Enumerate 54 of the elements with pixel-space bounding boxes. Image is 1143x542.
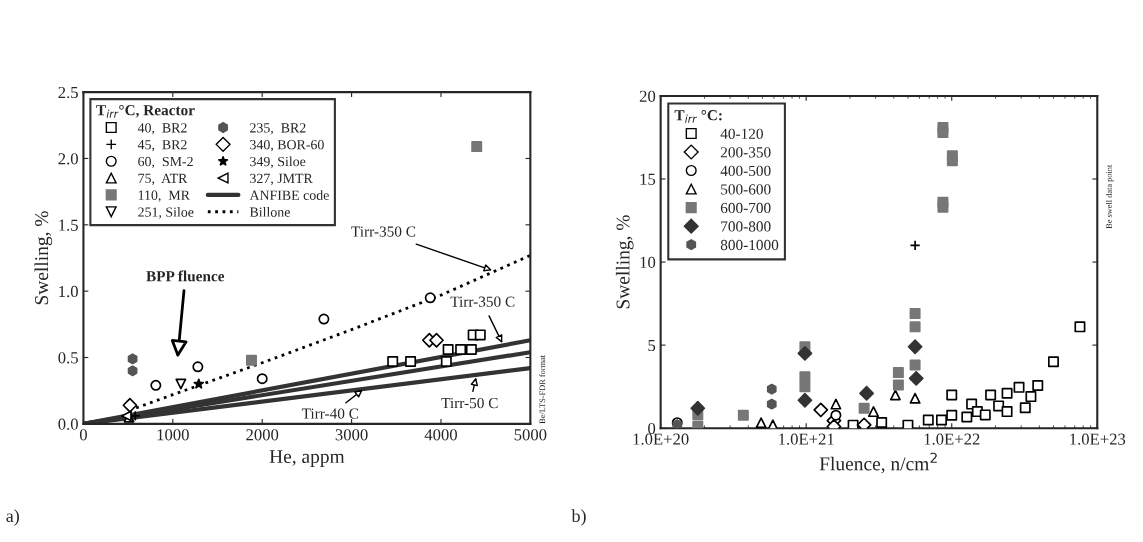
annotation: Tirr-350 C: [450, 296, 515, 307]
legend-label: 45, BR2: [137, 140, 187, 152]
text: a): [6, 509, 19, 526]
legend-label: Billone: [249, 206, 290, 217]
x-tick-label: 1.0E+20: [633, 433, 689, 445]
y-tick-label: 0.0: [58, 418, 78, 430]
text: Be swell data point: [1106, 164, 1114, 229]
legend-label: 340, BOR-60: [250, 139, 324, 152]
x-axis-title: He, appm: [269, 450, 345, 468]
annotation: Tirr-40 C: [301, 408, 359, 419]
x-tick-label: 1000: [157, 429, 189, 441]
y-tick-label: 10: [640, 256, 656, 268]
annotation: BPP fluence: [146, 270, 225, 282]
y-axis-title: Swelling, %: [34, 211, 53, 305]
x-tick-label: 1.0E+23: [1070, 433, 1126, 445]
legend-label: 75, ATR: [138, 173, 188, 186]
legend-label: 500-600: [721, 184, 771, 195]
text: b): [571, 509, 586, 526]
x-tick-label: 2000: [246, 429, 279, 441]
x-axis-title: Fluence, n/cm$^{2}$: [819, 452, 937, 474]
legend-label: 400-500: [720, 165, 771, 177]
legend-title: T$_{irr}$ °C:: [674, 110, 722, 123]
legend-label: 349, Siloe: [250, 156, 306, 169]
legend-title: T$_{irr}$°C, Reactor: [96, 105, 195, 118]
legend-label: 600-700: [720, 202, 771, 214]
x-tick-label: 3000: [335, 429, 368, 441]
y-tick-label: 2.0: [58, 153, 78, 165]
text: Be/LTS-FDR format: [539, 354, 546, 424]
y-tick-label: 1.0: [59, 285, 78, 298]
annotation: Tirr-350 C: [351, 226, 416, 237]
legend-label: 327, JMTR: [250, 173, 313, 186]
legend-label: 60, SM-2: [138, 156, 193, 169]
legend-label: 200-350: [720, 147, 771, 158]
y-tick-label: 2.5: [58, 86, 78, 99]
legend-label: 40-120: [720, 128, 763, 139]
x-tick-label: 0: [79, 429, 87, 441]
x-tick-label: 1.0E+22: [924, 433, 980, 445]
y-tick-label: 20: [639, 90, 656, 102]
x-tick-label: 4000: [424, 429, 457, 441]
y-tick-label: 15: [640, 173, 656, 185]
annotation: Tirr-50 C: [441, 397, 498, 409]
legend-label: ANFIBE code: [249, 190, 329, 200]
x-tick-label: 1.0E+21: [779, 433, 834, 445]
legend-label: 251, Siloe: [138, 206, 194, 219]
legend-label: 700-800: [721, 221, 771, 232]
legend-label: 235, BR2: [250, 123, 306, 135]
legend-label: 800-1000: [720, 239, 779, 251]
legend-label: 110, MR: [138, 190, 190, 202]
y-tick-label: 1.5: [59, 219, 78, 231]
y-tick-label: 5: [648, 339, 656, 352]
y-axis-title: Swelling, %: [615, 215, 634, 309]
y-tick-label: 0.5: [58, 352, 78, 364]
x-tick-label: 5000: [514, 429, 547, 441]
legend-label: 40, BR2: [137, 123, 187, 135]
